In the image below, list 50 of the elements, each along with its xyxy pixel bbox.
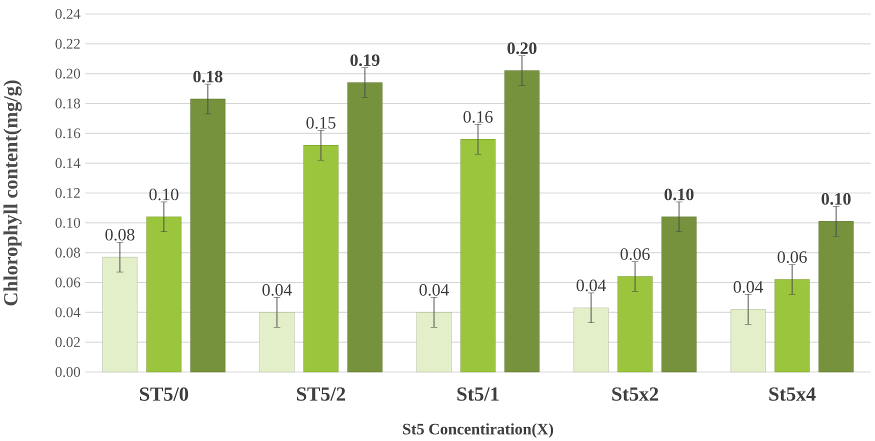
bar bbox=[146, 216, 182, 372]
y-tick-label: 0.00 bbox=[56, 367, 80, 377]
bar bbox=[774, 279, 810, 372]
bar bbox=[618, 276, 653, 372]
bar bbox=[416, 312, 452, 372]
data-label: 0.08 bbox=[105, 228, 134, 241]
data-label: 0.06 bbox=[778, 251, 807, 263]
bar bbox=[504, 70, 540, 372]
x-axis-title: St5 Concentiration(X) bbox=[403, 423, 554, 438]
data-label: 0.10 bbox=[822, 193, 851, 205]
data-label: 0.20 bbox=[507, 42, 536, 54]
y-tick-label: 0.16 bbox=[56, 128, 80, 138]
bar bbox=[190, 98, 226, 372]
bar bbox=[347, 82, 382, 372]
data-label: 0.15 bbox=[306, 116, 336, 129]
bar bbox=[730, 309, 766, 372]
y-tick-label: 0.14 bbox=[56, 158, 80, 168]
bar bbox=[102, 256, 138, 372]
y-tick-label: 0.10 bbox=[56, 218, 80, 228]
data-label: 0.16 bbox=[464, 111, 493, 123]
data-label: 0.18 bbox=[193, 70, 222, 83]
y-tick-label: 0.02 bbox=[56, 337, 80, 348]
x-tick-label: St5x2 bbox=[612, 387, 658, 401]
data-label: 0.04 bbox=[262, 284, 292, 296]
x-tick-label: St5/1 bbox=[457, 387, 499, 401]
y-tick-label: 0.04 bbox=[56, 307, 80, 318]
y-tick-label: 0.24 bbox=[56, 9, 80, 19]
y-tick-label: 0.18 bbox=[56, 98, 80, 108]
x-tick-label: ST5/2 bbox=[296, 387, 346, 401]
bar bbox=[303, 144, 338, 372]
data-label: 0.19 bbox=[350, 54, 380, 66]
bar bbox=[460, 139, 496, 372]
bar bbox=[259, 312, 295, 372]
bar bbox=[818, 221, 854, 372]
y-tick-label: 0.20 bbox=[56, 68, 80, 79]
data-label: 0.10 bbox=[149, 188, 178, 200]
y-tick-label: 0.22 bbox=[56, 38, 80, 49]
x-tick-label: St5x4 bbox=[769, 387, 816, 401]
x-tick-label: ST5/0 bbox=[140, 387, 188, 401]
bar bbox=[662, 216, 697, 372]
y-tick-label: 0.06 bbox=[56, 278, 80, 288]
y-tick-label: 0.12 bbox=[56, 188, 80, 198]
data-label: 0.04 bbox=[734, 281, 764, 293]
y-axis-title: Chlorophyll content(mg/g) bbox=[3, 80, 22, 306]
data-label: 0.04 bbox=[420, 284, 449, 296]
data-label: 0.06 bbox=[620, 248, 650, 260]
data-label: 0.04 bbox=[576, 280, 606, 292]
data-label: 0.10 bbox=[664, 188, 694, 200]
y-tick-label: 0.08 bbox=[56, 248, 80, 258]
bar bbox=[574, 308, 609, 372]
